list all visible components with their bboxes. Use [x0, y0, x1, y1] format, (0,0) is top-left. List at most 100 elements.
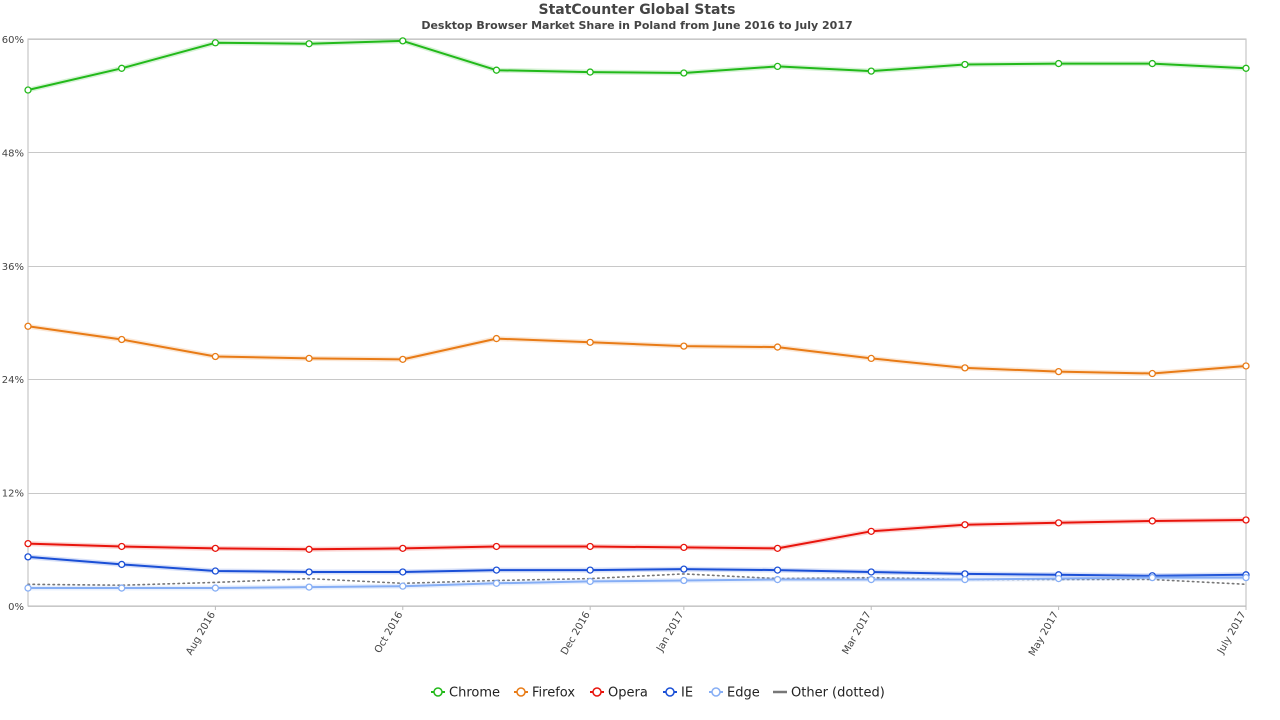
data-point[interactable] — [211, 39, 220, 47]
data-point[interactable] — [492, 579, 501, 587]
data-point[interactable] — [773, 343, 782, 351]
data-point[interactable] — [1242, 516, 1250, 524]
y-tick-label: 36% — [2, 262, 24, 273]
data-point[interactable] — [118, 584, 126, 592]
data-point[interactable] — [961, 575, 969, 584]
data-point[interactable] — [399, 568, 407, 576]
data-point[interactable] — [773, 544, 782, 553]
data-point[interactable] — [867, 67, 875, 75]
data-point[interactable] — [24, 322, 32, 330]
x-tick-label: Jan 2017 — [654, 610, 686, 655]
series-line-glow-firefox — [27, 323, 1247, 376]
series-line-glow-ie — [27, 554, 1247, 579]
x-tick-label: July 2017 — [1215, 610, 1248, 657]
legend-item-edge[interactable]: Edge — [709, 686, 760, 701]
data-point[interactable] — [1054, 367, 1063, 376]
data-point[interactable] — [867, 568, 875, 576]
data-point[interactable] — [24, 539, 32, 548]
series-ie — [24, 553, 1250, 580]
data-point[interactable] — [399, 37, 407, 45]
legend-swatch — [592, 687, 602, 697]
legend-item-firefox[interactable]: Firefox — [514, 686, 575, 701]
data-point[interactable] — [118, 335, 126, 344]
data-point[interactable] — [586, 577, 594, 586]
data-point[interactable] — [211, 352, 220, 361]
data-point[interactable] — [773, 575, 782, 584]
series-line-edge — [28, 576, 1246, 589]
data-point[interactable] — [1148, 369, 1156, 378]
legend-item-ie[interactable]: IE — [663, 686, 693, 701]
chart-subtitle: Desktop Browser Market Share in Poland f… — [421, 19, 852, 32]
series-line-opera — [27, 519, 1247, 551]
data-point[interactable] — [1054, 59, 1063, 68]
series-line-ie — [27, 555, 1247, 577]
legend-item-other-dotted[interactable]: Other (dotted) — [773, 686, 885, 701]
data-point[interactable] — [867, 527, 875, 535]
data-point[interactable] — [586, 542, 594, 551]
data-point[interactable] — [492, 566, 501, 574]
data-point[interactable] — [305, 545, 313, 553]
data-point[interactable] — [961, 60, 969, 69]
data-point[interactable] — [211, 584, 220, 592]
data-point[interactable] — [399, 544, 407, 553]
data-point[interactable] — [118, 542, 126, 551]
legend-label: IE — [681, 686, 693, 701]
data-point[interactable] — [867, 575, 875, 584]
data-point[interactable] — [1148, 59, 1156, 68]
legend-label: Other (dotted) — [791, 686, 885, 701]
data-point[interactable] — [305, 354, 313, 363]
y-axis: 0% 12% 24% 36% 48% 60% — [2, 35, 24, 613]
data-point[interactable] — [24, 584, 32, 592]
data-point[interactable] — [586, 338, 594, 346]
data-point[interactable] — [118, 560, 126, 569]
data-point[interactable] — [680, 576, 688, 585]
data-point[interactable] — [680, 69, 688, 77]
series-opera — [24, 516, 1250, 553]
data-point[interactable] — [305, 583, 313, 591]
data-point[interactable] — [680, 543, 688, 552]
legend-swatch — [711, 687, 721, 697]
data-point[interactable] — [211, 567, 220, 575]
data-point[interactable] — [1242, 362, 1250, 370]
data-point[interactable] — [492, 542, 501, 551]
legend-label: Firefox — [532, 686, 575, 701]
x-tick-label: Mar 2017 — [841, 610, 874, 657]
data-point[interactable] — [586, 68, 594, 76]
series-chrome — [24, 37, 1250, 94]
data-point[interactable] — [680, 342, 688, 350]
data-point[interactable] — [680, 565, 688, 573]
data-point[interactable] — [118, 64, 126, 72]
chart-title: StatCounter Global Stats — [538, 2, 735, 18]
data-point[interactable] — [773, 566, 782, 574]
data-point[interactable] — [1242, 64, 1250, 72]
legend-item-chrome[interactable]: Chrome — [431, 686, 500, 701]
data-point[interactable] — [586, 566, 594, 574]
y-tick-label: 12% — [2, 489, 24, 500]
data-point[interactable] — [1054, 519, 1063, 527]
data-point[interactable] — [492, 66, 501, 74]
legend-item-opera[interactable]: Opera — [590, 686, 648, 701]
data-point[interactable] — [867, 354, 875, 363]
y-tick-label: 24% — [2, 375, 24, 386]
data-point[interactable] — [1054, 574, 1063, 583]
data-point[interactable] — [961, 364, 969, 372]
series-edge — [24, 574, 1250, 592]
y-tick-label: 0% — [8, 602, 24, 613]
data-point[interactable] — [961, 521, 969, 529]
data-point[interactable] — [399, 355, 407, 364]
data-point[interactable] — [305, 568, 313, 576]
data-point[interactable] — [24, 553, 32, 561]
data-point[interactable] — [211, 544, 220, 553]
legend: Chrome Firefox Opera IE Edge Other (dotted) — [431, 686, 885, 701]
data-point[interactable] — [1148, 517, 1156, 525]
x-tick-label: Aug 2016 — [184, 610, 218, 657]
data-point[interactable] — [492, 334, 501, 343]
data-point[interactable] — [399, 582, 407, 590]
data-point[interactable] — [1148, 574, 1156, 582]
data-point[interactable] — [24, 86, 32, 94]
data-point[interactable] — [305, 40, 313, 48]
grid — [27, 38, 1247, 607]
data-point[interactable] — [1242, 574, 1250, 582]
data-point[interactable] — [773, 62, 782, 71]
x-tick-label: Dec 2016 — [559, 610, 593, 657]
